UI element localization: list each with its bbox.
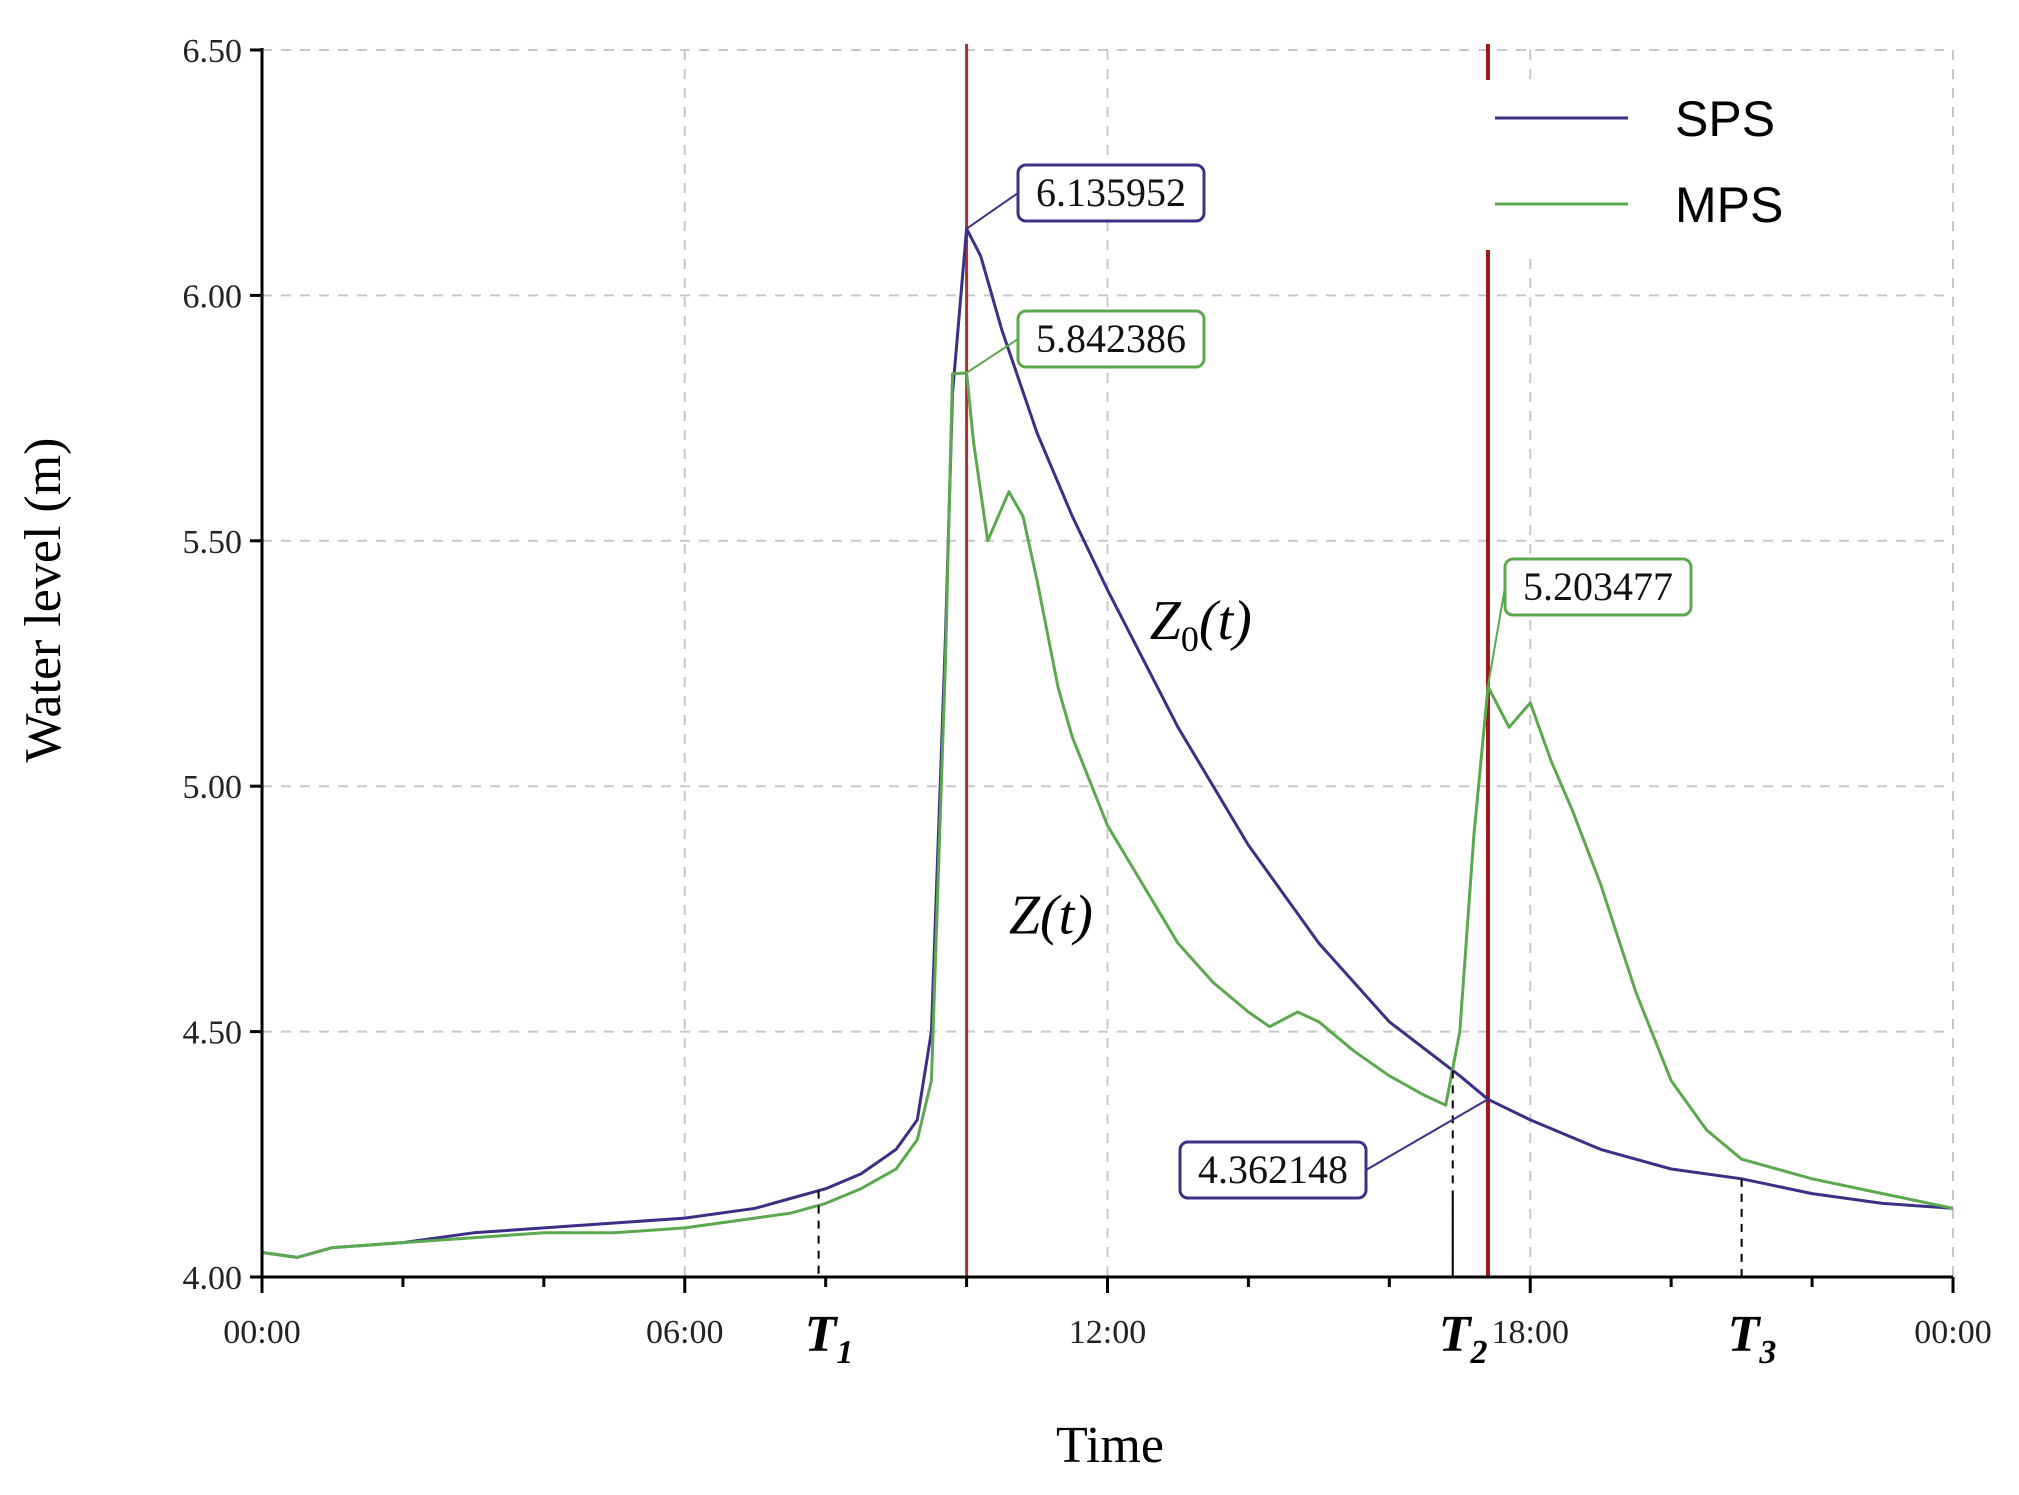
marker-label: T3 (1728, 1306, 1777, 1371)
x-tick-label: 00:00 (223, 1314, 300, 1351)
curve-labels: Z0(t) Z(t) (1009, 590, 1252, 946)
x-tick-label: 12:00 (1069, 1314, 1146, 1351)
callout-leader (966, 338, 1019, 374)
callout-leader (1365, 1098, 1489, 1171)
legend-label-sps: SPS (1675, 91, 1775, 147)
x-axis-title: Time (1056, 1417, 1164, 1474)
value-callouts: 6.135952 5.842386 5.203477 4.362148 (966, 163, 1693, 1277)
callout-box (1016, 309, 1206, 369)
legend-background (1470, 80, 1910, 250)
y-tick-label: 4.00 (183, 1260, 243, 1297)
callout-box (1503, 557, 1693, 617)
curve-label: Z(t) (1009, 884, 1093, 946)
x-tick-label: 00:00 (1914, 1314, 1991, 1351)
series-layer (261, 227, 1954, 1259)
callout-value: 5.203477 (1523, 564, 1673, 609)
y-tick-label: 5.50 (183, 524, 243, 561)
y-tick-label: 4.50 (183, 1015, 243, 1052)
y-tick-label: 6.00 (183, 278, 243, 315)
marker-label: T1 (805, 1306, 854, 1371)
legend-label-mps: MPS (1675, 177, 1783, 233)
marker-subscript: 2 (1470, 1334, 1488, 1371)
callout-value: 4.362148 (1198, 1147, 1348, 1192)
series-line-sps (261, 227, 1954, 1259)
callout-box (1016, 163, 1206, 223)
time-markers: T1 T2 T3 (805, 1070, 1777, 1371)
x-tick-label: 18:00 (1492, 1314, 1569, 1351)
x-tick-label: 06:00 (646, 1314, 723, 1351)
curve-label-subscript: 0 (1181, 619, 1199, 659)
curve-label: Z0(t) (1150, 590, 1252, 659)
callout-leader (966, 192, 1019, 230)
axes: 4.00 4.50 5.00 5.50 6.00 6.50 00:00 06:00 12:00 1… (183, 33, 1992, 1351)
marker-label: T2 (1439, 1306, 1488, 1371)
curve-label-arg: (t) (1199, 590, 1252, 652)
y-axis-title: Water level (m) (15, 438, 72, 763)
callout-box (1178, 1140, 1368, 1200)
y-tick-label: 5.00 (183, 769, 243, 806)
reference-lines (965, 44, 1490, 1277)
callout-value: 6.135952 (1036, 170, 1186, 215)
series-line-mps (261, 371, 1954, 1259)
marker-subscript: 3 (1758, 1334, 1776, 1371)
legend: SPS MPS (1470, 80, 1910, 250)
callout-value: 5.842386 (1036, 316, 1186, 361)
y-tick-label: 6.50 (183, 33, 243, 70)
callout-leader (1486, 586, 1506, 687)
marker-subscript: 1 (836, 1334, 853, 1371)
grid (262, 49, 1954, 1277)
